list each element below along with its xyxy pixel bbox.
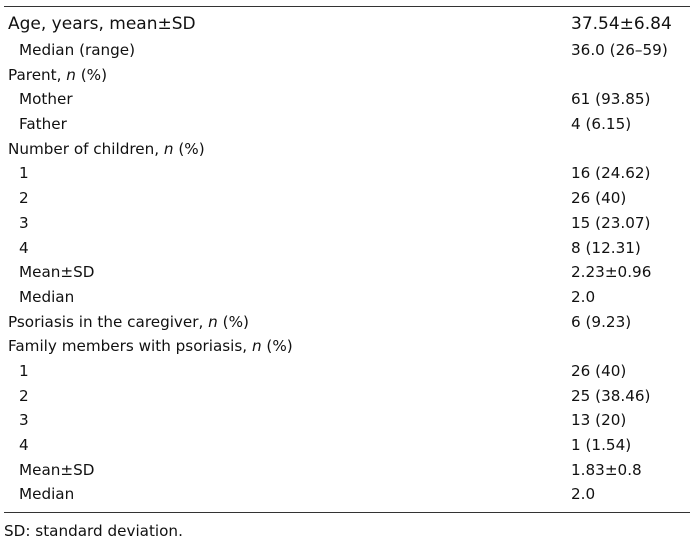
table-row: Father 4 (6.15) <box>4 112 690 137</box>
row-label-text: 3 <box>19 213 29 232</box>
table-row: Age, years, mean±SD 37.54±6.84 <box>4 11 690 38</box>
row-value: 37.54±6.84 <box>571 14 672 34</box>
row-label: Age, years, mean±SD <box>8 11 196 38</box>
row-label: Median <box>19 285 74 310</box>
row-label: 4 <box>19 433 29 458</box>
row-label-suffix: (%) <box>261 337 293 356</box>
row-label-text: Age, years, mean±SD <box>8 14 196 34</box>
row-value: 1 (1.54) <box>571 436 632 454</box>
row-label-text: Mean±SD <box>19 460 95 479</box>
row-value: 13 (20) <box>571 411 627 430</box>
table-footnote: SD: standard deviation. <box>4 522 183 540</box>
table-row: Mean±SD 2.23±0.96 <box>4 260 690 285</box>
row-label: Mother <box>19 87 73 112</box>
row-label-text: 2 <box>19 189 29 208</box>
row-label-italic: n <box>163 139 174 158</box>
row-label-italic: n <box>66 65 76 84</box>
row-value: 2.0 <box>571 287 596 306</box>
row-value: 6 (9.23) <box>571 312 632 331</box>
row-label-text: Family members with psoriasis, <box>8 337 252 356</box>
row-label-suffix: (%) <box>75 65 108 84</box>
row-label-italic: n <box>208 312 218 331</box>
row-value: 1.83±0.8 <box>571 460 642 479</box>
row-value: 4 (6.15) <box>571 115 632 134</box>
row-label-text: Number of children, <box>8 139 164 158</box>
row-label-text: 3 <box>19 411 29 430</box>
row-label: Parent, n (%) <box>8 63 107 88</box>
row-label-italic: n <box>251 337 262 356</box>
table-row: 2 25 (38.46) <box>4 384 690 409</box>
row-label-suffix: (%) <box>217 312 249 331</box>
row-label: 3 <box>19 408 29 433</box>
row-label: 1 <box>19 161 29 186</box>
table-row: 4 8 (12.31) <box>4 236 690 261</box>
row-label: 1 <box>19 359 29 384</box>
row-value: 26 (40) <box>571 361 627 380</box>
row-label-text: Father <box>19 115 67 134</box>
table-row: Parent, n (%) <box>4 63 690 88</box>
row-label: Family members with psoriasis, n (%) <box>8 334 293 359</box>
row-label: Median <box>19 482 74 507</box>
row-value: 25 (38.46) <box>571 386 651 405</box>
row-label: Father <box>19 112 67 137</box>
row-label-text: Psoriasis in the caregiver, <box>8 312 209 331</box>
row-label: 4 <box>19 236 29 261</box>
table-row: 2 26 (40) <box>4 186 690 211</box>
table-row: Median (range) 36.0 (26–59) <box>4 38 690 63</box>
row-value: 36.0 (26–59) <box>571 41 668 59</box>
row-label-text: 1 <box>19 164 29 183</box>
row-label: 3 <box>19 211 29 236</box>
row-label-text: Median <box>19 287 75 306</box>
row-label-text: Mother <box>19 90 73 109</box>
row-value: 26 (40) <box>571 189 627 208</box>
table-row: Mean±SD 1.83±0.8 <box>4 458 690 483</box>
table-row: 3 15 (23.07) <box>4 211 690 236</box>
table-row: Median 2.0 <box>4 482 690 507</box>
row-value: 8 (12.31) <box>571 238 641 257</box>
row-label-text: 1 <box>19 361 29 380</box>
row-label: Median (range) <box>19 38 135 63</box>
row-label: Mean±SD <box>19 260 94 285</box>
row-label: 2 <box>19 384 29 409</box>
row-label: Mean±SD <box>19 458 94 483</box>
row-label: 2 <box>19 186 29 211</box>
table-bottom-rule <box>4 512 690 513</box>
table-body: Age, years, mean±SD 37.54±6.84 Median (ran… <box>4 11 690 507</box>
row-label-text: Mean±SD <box>19 263 95 282</box>
table-row: 1 26 (40) <box>4 359 690 384</box>
table-row: Family members with psoriasis, n (%) <box>4 334 690 359</box>
row-value: 16 (24.62) <box>571 164 651 183</box>
row-label-text: 4 <box>19 238 29 257</box>
row-label: Psoriasis in the caregiver, n (%) <box>8 310 249 335</box>
row-value: 15 (23.07) <box>571 213 651 232</box>
table-row: Mother 61 (93.85) <box>4 87 690 112</box>
table-row: 4 1 (1.54) <box>4 433 690 458</box>
row-label-text: Parent, <box>8 65 67 84</box>
row-label-suffix: (%) <box>173 139 205 158</box>
row-label-text: 2 <box>19 386 29 405</box>
table-row: 1 16 (24.62) <box>4 161 690 186</box>
table-row: Psoriasis in the caregiver, n (%) 6 (9.23… <box>4 310 690 335</box>
table-row: Median 2.0 <box>4 285 690 310</box>
row-label-text: Median (range) <box>19 41 136 59</box>
row-label-text: 4 <box>19 436 29 454</box>
row-value: 2.23±0.96 <box>571 263 652 282</box>
table-row: Number of children, n (%) <box>4 137 690 162</box>
table-top-rule <box>4 6 690 7</box>
row-value: 61 (93.85) <box>571 90 651 109</box>
row-value: 2.0 <box>571 485 596 504</box>
row-label: Number of children, n (%) <box>8 137 205 162</box>
table-row: 3 13 (20) <box>4 408 690 433</box>
row-label-text: Median <box>19 485 75 504</box>
